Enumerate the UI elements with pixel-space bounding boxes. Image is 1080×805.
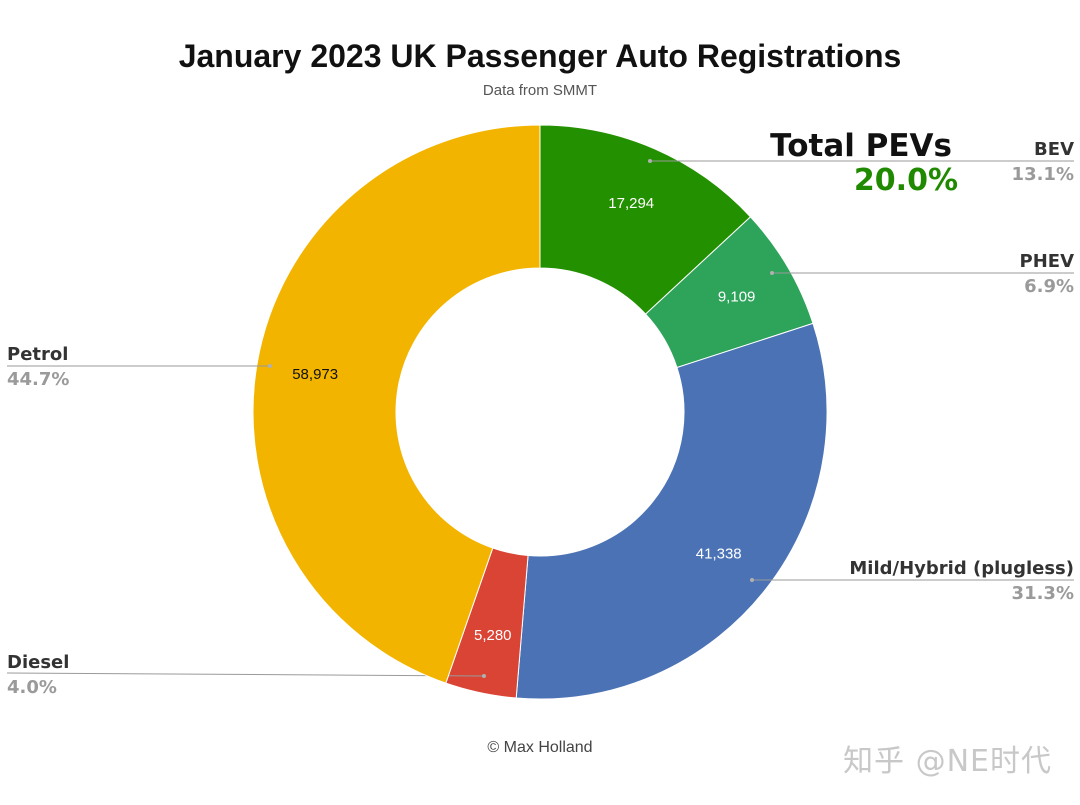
slice-petrol: [252, 124, 541, 684]
legend-label-phev: PHEV: [1019, 251, 1074, 272]
leader-dot-mild-hybrid: [750, 578, 754, 582]
value-label-petrol: 58,973: [292, 366, 338, 383]
leader-dot-diesel: [482, 674, 486, 678]
legend-label-mild-hybrid: Mild/Hybrid (plugless): [849, 558, 1074, 579]
leader-dot-phev: [770, 271, 774, 275]
credit-text: © Max Holland: [487, 739, 593, 756]
legend-label-petrol: Petrol: [7, 344, 69, 365]
legend-percent-mild-hybrid: 31.3%: [1011, 583, 1074, 604]
legend-label-diesel: Diesel: [7, 652, 70, 673]
watermark-text: 知乎 @NE时代: [843, 744, 1052, 779]
value-label-mild-hybrid: 41,338: [696, 546, 742, 563]
legend-percent-phev: 6.9%: [1024, 276, 1074, 297]
legend-percent-petrol: 44.7%: [7, 369, 70, 390]
value-label-phev: 9,109: [718, 289, 756, 306]
pev-total-title: Total PEVs: [770, 128, 952, 164]
pev-total-value: 20.0%: [853, 163, 958, 198]
value-label-diesel: 5,280: [474, 627, 512, 644]
legend-label-bev: BEV: [1034, 139, 1074, 160]
slice-bev: [539, 124, 752, 315]
leader-dot-bev: [648, 159, 652, 163]
chart-subtitle: Data from SMMT: [482, 82, 598, 99]
chart-title: January 2023 UK Passenger Auto Registrat…: [178, 38, 902, 74]
legend-percent-diesel: 4.0%: [7, 677, 57, 698]
slice-mild-hybrid: [515, 322, 828, 700]
leader-line-diesel: [6, 672, 485, 677]
value-label-bev: 17,294: [608, 195, 654, 212]
leader-dot-petrol: [268, 364, 272, 368]
legend-percent-bev: 13.1%: [1011, 164, 1074, 185]
